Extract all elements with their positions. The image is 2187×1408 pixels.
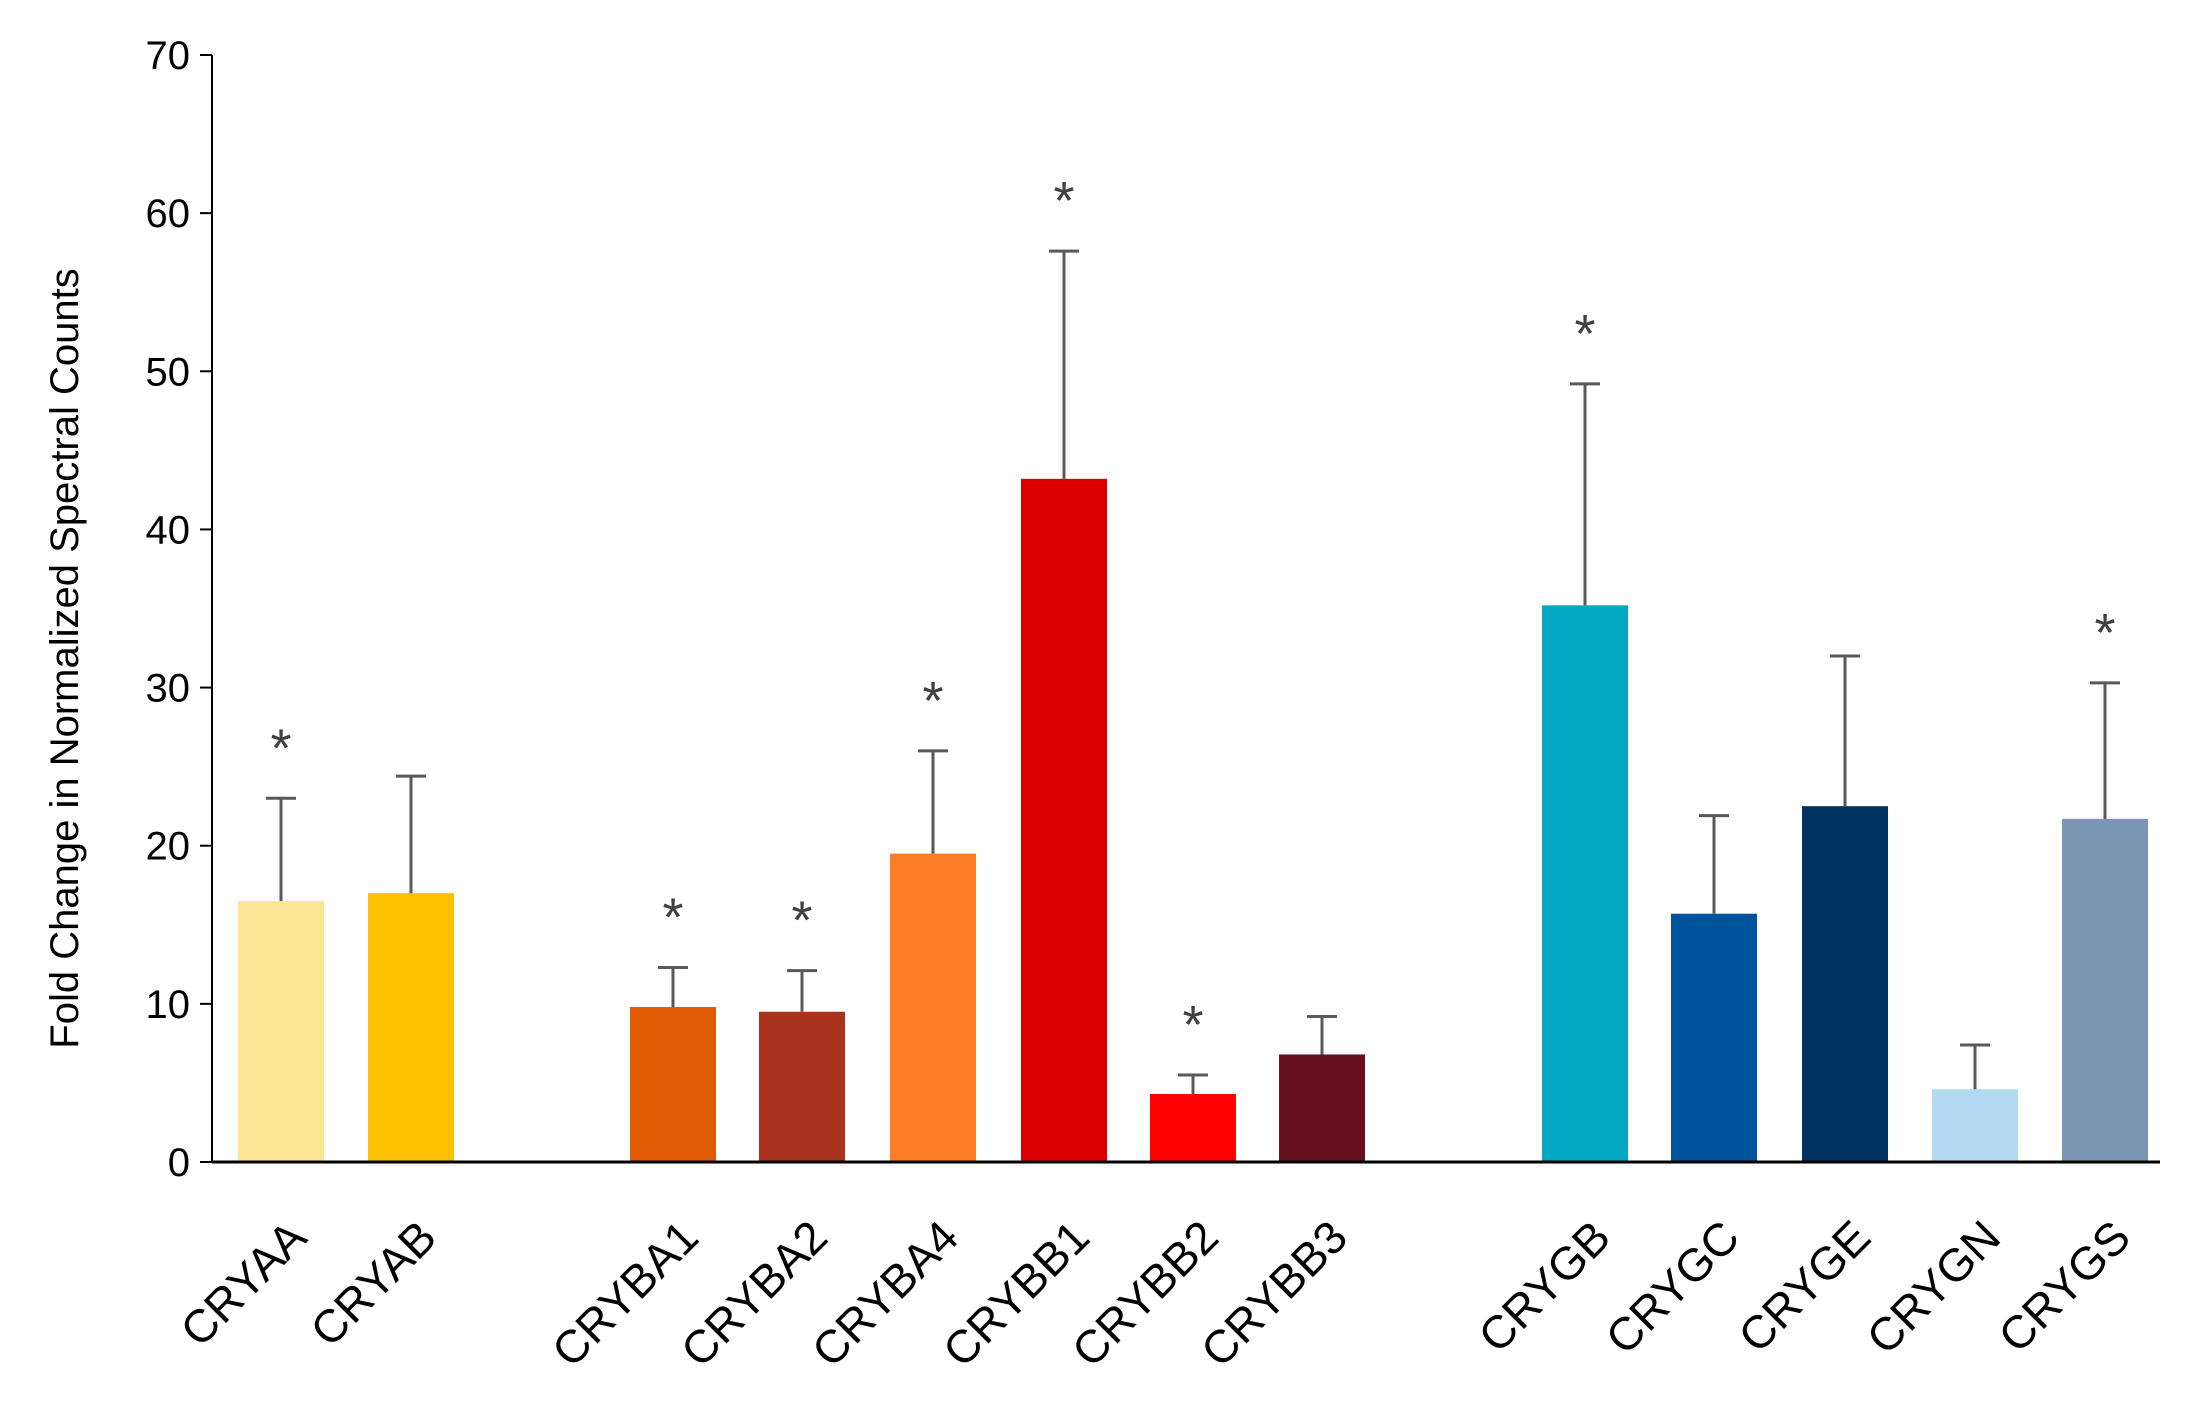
y-tick-label: 60 (146, 192, 191, 236)
y-axis: 0 10 20 30 40 50 60 70 (146, 34, 213, 1185)
category-label-crygb: CRYGB (1468, 1210, 1620, 1362)
significance-star-cryaa: * (270, 718, 291, 778)
y-tick-label: 40 (146, 508, 191, 552)
significance-star-crygb: * (1574, 304, 1595, 364)
error-bar-crygn (1960, 1043, 1990, 1090)
bar-cryab (368, 893, 454, 1162)
bar-crybb3 (1279, 1054, 1365, 1162)
error-bar-cryaa (266, 796, 296, 902)
bar-cryaa (238, 901, 324, 1162)
y-tick-label: 30 (146, 667, 191, 711)
bar-cryba1 (630, 1007, 716, 1162)
significance-star-cryba2: * (791, 891, 812, 951)
bar-cryge (1802, 806, 1888, 1162)
significance-star-cryba4: * (922, 671, 943, 731)
bar-crygc (1671, 913, 1757, 1162)
y-tick-label: 70 (146, 34, 191, 78)
bar-cryba2 (759, 1011, 845, 1162)
category-label-crygc: CRYGC (1595, 1210, 1749, 1364)
error-bar-cryab (396, 774, 426, 894)
error-bar-crybb3 (1307, 1015, 1337, 1055)
significance-markers-layer: * * * * * * * * (270, 171, 2115, 1055)
y-axis-label: Fold Change in Normalized Spectral Count… (43, 268, 87, 1048)
error-bar-cryba2 (787, 969, 817, 1012)
bar-crygn (1932, 1089, 2018, 1162)
category-label-cryab: CRYAB (300, 1210, 446, 1356)
category-label-cryaa: CRYAA (170, 1210, 316, 1356)
y-tick-label: 0 (168, 1141, 190, 1185)
category-label-cryge: CRYGE (1728, 1210, 1880, 1362)
category-label-crygn: CRYGN (1856, 1210, 2010, 1364)
y-tick-label: 10 (146, 983, 191, 1027)
significance-star-cryba1: * (662, 887, 683, 947)
category-label-crygs: CRYGS (1988, 1210, 2140, 1362)
bar-crybb2 (1150, 1093, 1236, 1162)
significance-star-crybb1: * (1053, 171, 1074, 231)
error-bar-crybb1 (1049, 249, 1079, 479)
error-bar-crybb2 (1178, 1073, 1208, 1094)
error-bar-cryba1 (658, 965, 688, 1008)
bar-crygs (2062, 818, 2148, 1162)
error-bars-layer (266, 249, 2120, 1094)
error-bar-cryba4 (918, 749, 948, 854)
error-bar-crygc (1699, 814, 1729, 914)
bars-layer (238, 478, 2148, 1162)
bar-crygb (1542, 605, 1628, 1162)
bar-cryba4 (890, 853, 976, 1162)
category-label-cryba4: CRYBA4 (802, 1210, 968, 1376)
error-bar-cryge (1830, 654, 1860, 807)
y-tick-label: 20 (146, 825, 191, 869)
bar-crybb1 (1021, 478, 1107, 1162)
error-bar-crygb (1570, 382, 1600, 606)
significance-star-crygs: * (2094, 603, 2115, 663)
y-tick-label: 50 (146, 350, 191, 394)
error-bar-crygs (2090, 681, 2120, 819)
significance-star-crybb2: * (1182, 995, 1203, 1055)
